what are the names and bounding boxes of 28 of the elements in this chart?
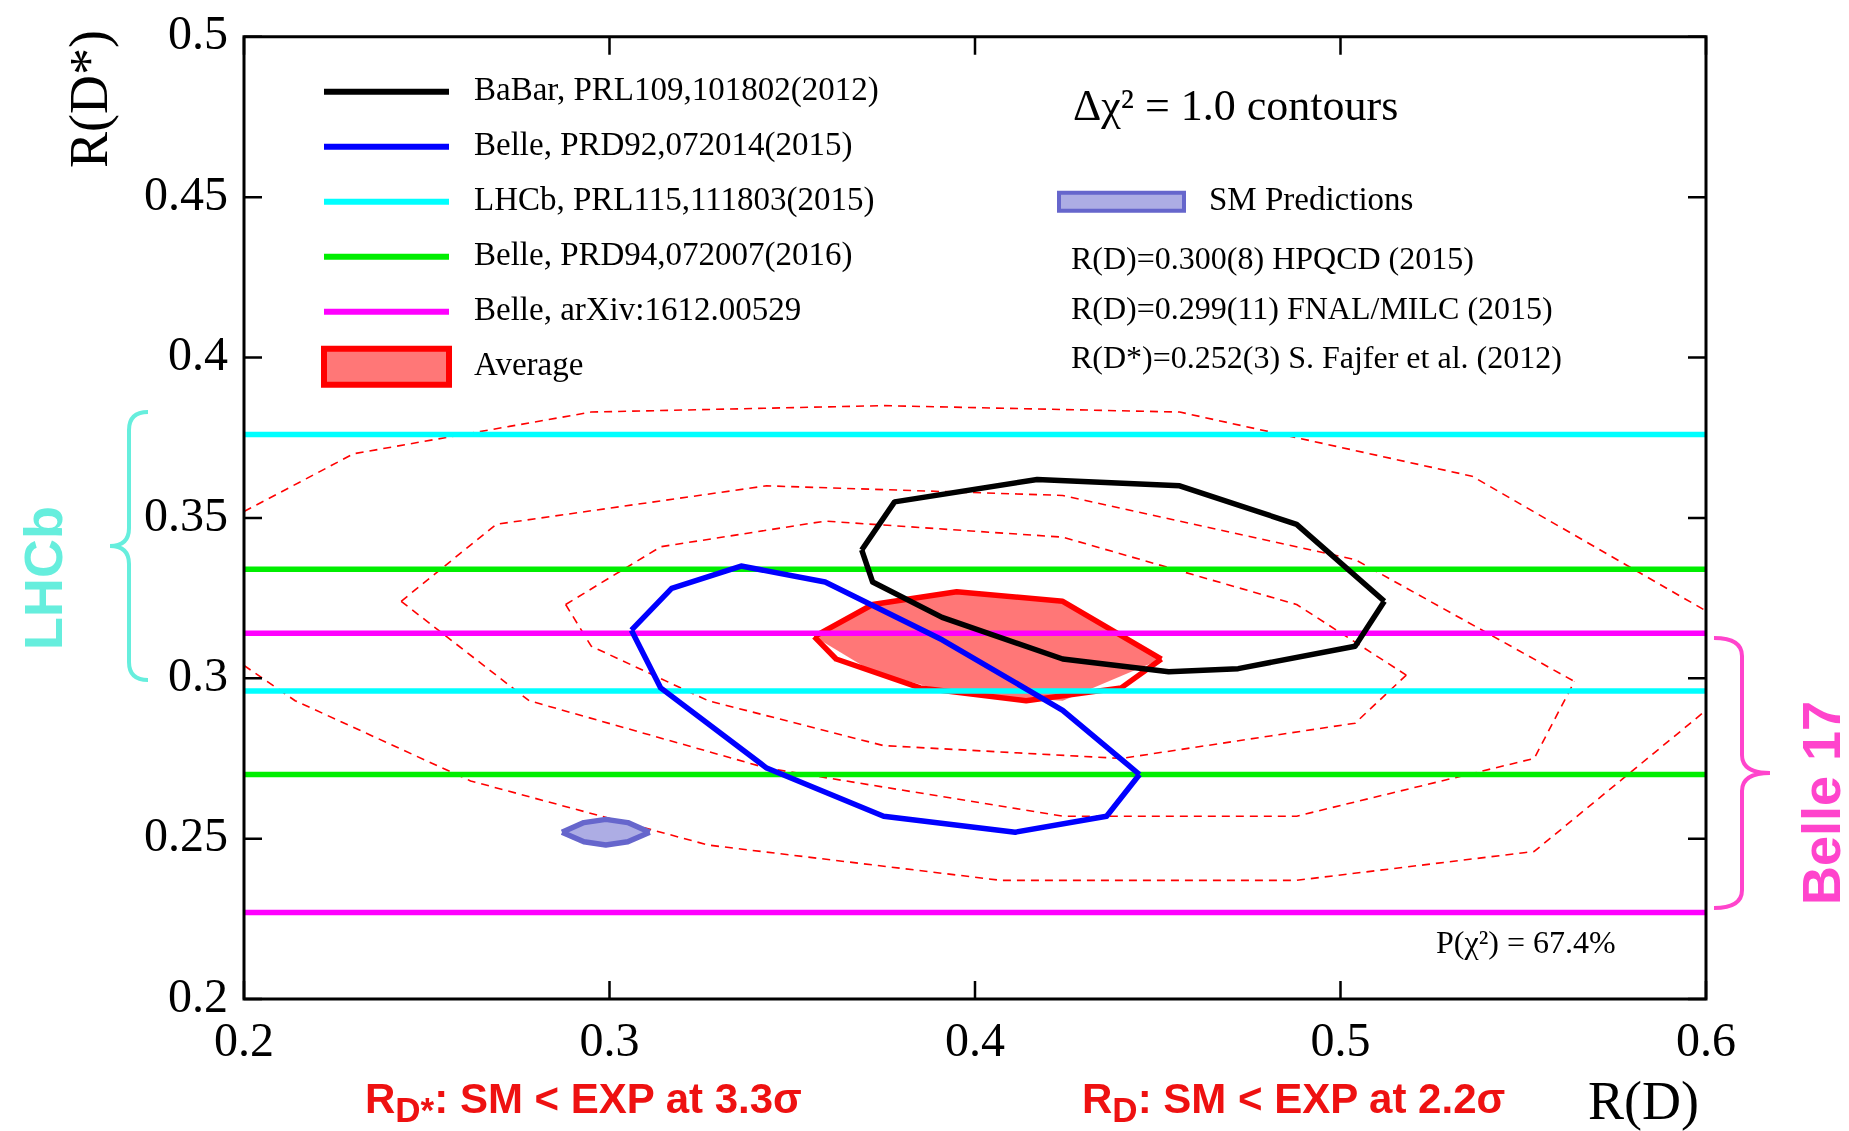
- annotation: R(D)=0.300(8) HPQCD (2015): [1071, 240, 1474, 277]
- y-tick-label: 0.25: [144, 808, 228, 862]
- x-tick-label: 0.6: [1676, 1013, 1736, 1067]
- y-tick-label: 0.4: [168, 327, 228, 381]
- y-axis-title: R(D*): [58, 30, 120, 168]
- legend-label: SM Predictions: [1209, 181, 1414, 218]
- legend-label: LHCb, PRL115,111803(2015): [474, 181, 875, 219]
- annotation: P(χ²) = 67.4%: [1436, 924, 1616, 961]
- x-tick-label: 0.4: [945, 1013, 1005, 1067]
- text: R$_{D}$: SM < EXP at 2.2σ: [1082, 1075, 1506, 1131]
- y-tick-label: 0.45: [144, 166, 228, 220]
- legend-label: BaBar, PRL109,101802(2012): [474, 71, 879, 109]
- x-axis-title: R(D): [1588, 1070, 1699, 1131]
- legend-label: Belle, PRD94,072007(2016): [474, 236, 853, 274]
- x-tick-label: 0.5: [1310, 1013, 1371, 1067]
- text: LHCb: [12, 506, 74, 650]
- text: R$_{D*}$: SM < EXP at 3.3σ: [365, 1075, 802, 1131]
- legend-label: Belle, PRD92,072014(2015): [474, 126, 853, 164]
- y-tick-label: 0.35: [144, 487, 228, 541]
- annotation: Δχ² = 1.0 contours: [1073, 80, 1399, 131]
- y-tick-label: 0.5: [168, 6, 228, 60]
- annotation: R(D*)=0.252(3) S. Fajfer et al. (2012): [1071, 339, 1562, 376]
- annotation: R(D)=0.299(11) FNAL/MILC (2015): [1071, 290, 1553, 327]
- legend-label: Average: [474, 346, 584, 383]
- x-tick-label: 0.3: [579, 1013, 640, 1067]
- legend-label: Belle, arXiv:1612.00529: [474, 291, 802, 328]
- text: Belle 17: [1790, 700, 1849, 905]
- y-tick-label: 0.3: [168, 647, 228, 701]
